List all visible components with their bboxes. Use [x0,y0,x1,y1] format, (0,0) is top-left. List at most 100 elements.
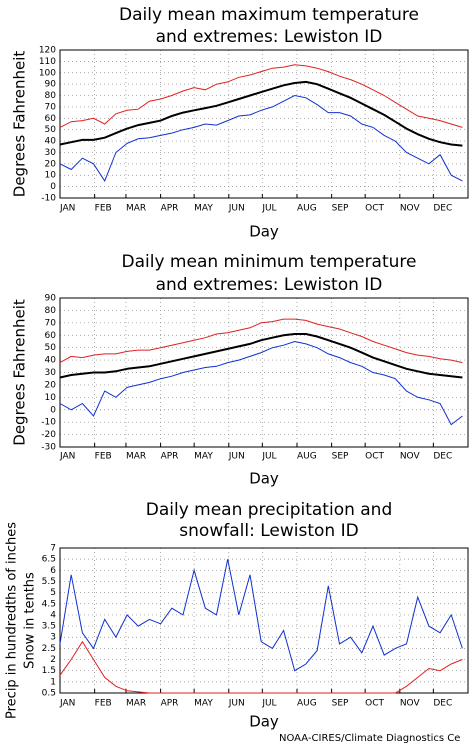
x-tick-label: MAY [194,452,213,462]
series-line [59,559,463,672]
y-tick-label: 70 [45,102,57,112]
y-tick-label: 60 [45,114,57,124]
series-line [59,80,463,147]
x-tick-label: OCT [365,204,384,214]
x-tick-label: DEC [433,204,452,214]
x-tick-label: AUG [297,452,317,462]
x-tick-label: JUN [228,452,245,462]
y-tick-label: 0 [50,182,56,192]
y-tick-label: 0.5 [42,689,56,699]
y-tick-label: 40 [45,137,57,147]
y-axis-label: Degrees Fahrenheit [11,299,29,446]
y-tick-label: 4.5 [42,599,56,609]
x-axis-label: Day [249,713,279,731]
x-tick-label: SEP [332,699,349,709]
x-tick-label: AUG [297,204,317,214]
x-tick-label: AUG [297,699,317,709]
plot-frame [59,547,469,694]
y-tick-label: 40 [45,356,57,366]
x-tick-label: JUL [261,204,276,214]
y-tick-label: 110 [39,57,56,67]
plot-frame [59,49,469,199]
y-tick-label: 80 [45,306,57,316]
y-tick-label: 7 [50,544,56,554]
y-tick-label: 0 [50,405,56,415]
y-tick-label: 70 [45,318,57,328]
y-axis-label: Degrees Fahrenheit [11,51,29,198]
y-tick-label: 20 [45,380,57,390]
x-tick-label: FEB [95,204,112,214]
x-tick-label: JUN [228,204,245,214]
chart-title: and extremes: Lewiston ID [156,275,383,295]
x-tick-label: JAN [59,204,75,214]
x-tick-label: MAR [126,204,146,214]
x-tick-label: MAR [126,452,146,462]
y-axis-label: Snow in tenths [23,572,38,669]
x-tick-label: MAR [126,699,146,709]
x-tick-label: JUL [261,452,276,462]
y-tick-label: 1 [50,677,56,687]
y-tick-label: 3.5 [42,622,56,632]
chart-title: and extremes: Lewiston ID [156,27,383,47]
y-tick-label: 2 [50,655,56,665]
x-tick-label: FEB [95,699,112,709]
x-tick-label: DEC [433,699,452,709]
y-tick-label: 6 [50,566,56,576]
x-tick-label: JUN [228,699,245,709]
x-tick-label: SEP [332,204,349,214]
y-tick-label: 4 [50,610,56,620]
y-tick-label: 100 [39,68,56,78]
chart-title: snowfall: Lewiston ID [179,521,358,541]
y-tick-label: 5.5 [42,577,56,587]
y-tick-label: 120 [39,46,56,56]
y-tick-label: 30 [45,368,57,378]
series-line [59,333,463,379]
y-tick-label: -10 [41,418,56,428]
y-tick-label: -20 [41,430,56,440]
x-tick-label: MAY [194,699,213,709]
x-tick-label: FEB [95,452,112,462]
x-tick-label: OCT [365,452,384,462]
x-tick-label: JAN [59,699,75,709]
x-tick-label: JUL [261,699,276,709]
series-line [59,64,463,128]
y-tick-label: 50 [45,125,57,135]
x-tick-label: APR [161,452,179,462]
series-line [59,318,463,364]
x-axis-label: Day [249,223,279,241]
y-tick-label: 10 [45,393,57,403]
x-tick-label: NOV [400,204,421,214]
series-line [59,340,463,426]
y-tick-label: 10 [45,171,57,181]
x-tick-label: OCT [365,699,384,709]
x-tick-label: JAN [59,452,75,462]
chart-title: Daily mean precipitation and [146,500,393,520]
x-tick-label: NOV [400,452,421,462]
plot-frame [59,297,469,448]
y-tick-label: 6.5 [42,555,56,565]
x-tick-label: APR [161,699,179,709]
y-tick-label: 20 [45,159,57,169]
credit: NOAA-CIRES/Climate Diagnostics Ce [279,733,460,744]
y-tick-label: -30 [41,443,56,453]
y-tick-label: 60 [45,331,57,341]
x-tick-label: NOV [400,699,421,709]
chart-title: Daily mean maximum temperature [119,5,419,25]
series-line [59,94,463,182]
x-tick-label: APR [161,204,179,214]
y-tick-label: 1.5 [42,666,56,676]
y-tick-label: 30 [45,148,57,158]
y-tick-label: 5 [50,588,56,598]
y-tick-label: -10 [41,194,56,204]
y-axis-label: Precip in hundredths of inches [5,522,20,719]
x-tick-label: MAY [194,204,213,214]
x-tick-label: SEP [332,452,349,462]
chart-title: Daily mean minimum temperature [122,252,417,272]
x-tick-label: DEC [433,452,452,462]
series-line [59,640,463,694]
y-tick-label: 50 [45,343,57,353]
y-tick-label: 80 [45,91,57,101]
y-tick-label: 3 [50,633,56,643]
y-tick-label: 2.5 [42,644,56,654]
